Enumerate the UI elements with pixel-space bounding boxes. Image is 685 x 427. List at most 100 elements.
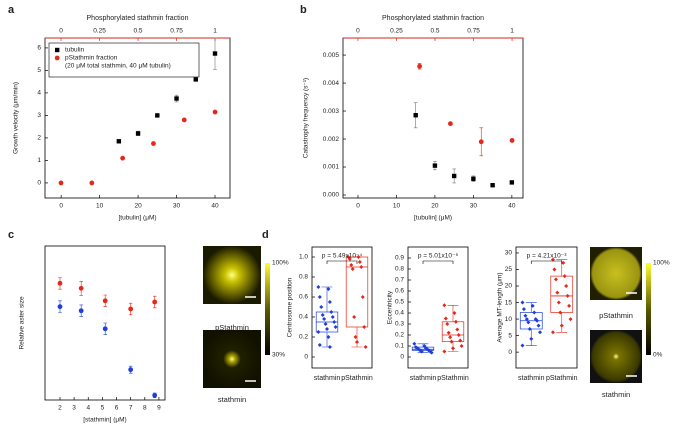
point: [116, 139, 122, 144]
y-tick-label: 0.6: [299, 294, 308, 301]
y-tick-label: 0.4: [395, 310, 404, 317]
box: [345, 256, 369, 328]
point: [538, 330, 543, 335]
x2-tick-label: 0.25: [93, 28, 106, 35]
point: [326, 287, 331, 291]
x-tick-label: 9: [157, 405, 161, 412]
y-tick-label: 0.002: [323, 136, 340, 143]
y-tick-label: 0.4: [299, 314, 308, 321]
point: [451, 346, 455, 351]
y-tick-label: 0.001: [323, 164, 340, 171]
y-tick-label: 0.5: [395, 299, 404, 306]
point: [362, 325, 367, 329]
y-axis-label: Average MT-length (μm): [497, 272, 504, 342]
point: [320, 313, 325, 317]
point: [152, 299, 158, 305]
point: [327, 300, 332, 304]
point: [456, 333, 461, 337]
image-label: stathmin: [218, 395, 246, 404]
point: [412, 341, 417, 346]
point: [102, 298, 108, 304]
category-label: stathmin: [314, 375, 341, 382]
whisker: [525, 302, 537, 313]
x-tick-label: 4: [86, 405, 90, 412]
colorbar: [265, 263, 270, 355]
point: [357, 260, 362, 264]
plot-frame: [515, 246, 578, 369]
x-tick-label: 5: [101, 405, 105, 412]
point: [552, 267, 557, 272]
point: [193, 77, 198, 82]
significance-bracket: [422, 260, 454, 264]
point: [550, 257, 555, 262]
y-tick-label: 0.3: [395, 321, 404, 328]
plot-frame: [407, 246, 469, 369]
point: [471, 176, 476, 181]
point: [78, 308, 84, 314]
point: [559, 323, 564, 328]
x-tick-label: 40: [211, 203, 219, 210]
image-label: stathmin: [602, 390, 630, 399]
point: [459, 344, 464, 348]
point: [527, 326, 532, 331]
point: [58, 180, 64, 186]
point: [363, 345, 368, 349]
x-axis-label: [tubulin] (μM): [414, 215, 452, 222]
point: [333, 325, 338, 329]
point: [523, 313, 528, 318]
box: [441, 321, 465, 342]
point: [317, 343, 322, 347]
whisker: [321, 332, 333, 348]
y-tick-label: 0.000: [323, 192, 340, 199]
point: [449, 339, 454, 344]
point: [152, 392, 158, 398]
y-tick-label: 5: [508, 332, 512, 339]
y-tick-label: 0.7: [395, 277, 404, 284]
p-value: p = 5.01x10⁻⁶: [418, 253, 459, 260]
legend-marker: [55, 47, 60, 53]
point: [417, 63, 422, 69]
box: [411, 346, 435, 351]
point: [155, 113, 160, 118]
plot-frame: [311, 246, 373, 369]
point: [568, 317, 573, 322]
point: [556, 300, 561, 305]
y-tick-label: 0.2: [299, 334, 308, 341]
point: [326, 335, 331, 339]
y-tick-label: 4: [37, 90, 41, 97]
point: [442, 303, 447, 308]
point: [355, 340, 359, 344]
point: [356, 255, 361, 259]
legend-note: (20 μM total stathmin, 40 μM tubulin): [65, 63, 171, 70]
y-tick-label: 0: [37, 180, 41, 187]
point: [550, 330, 555, 335]
point: [322, 317, 327, 321]
y-tick-label: 25: [505, 266, 513, 273]
point: [526, 320, 531, 325]
colorbar: [646, 263, 651, 355]
y-axis-label: Growth velocity (μm/min): [13, 82, 20, 154]
point: [353, 335, 358, 339]
point: [350, 267, 355, 271]
point: [530, 303, 535, 308]
point: [151, 141, 156, 146]
x-tick-label: 0: [356, 203, 360, 210]
point: [135, 131, 141, 136]
point: [316, 285, 321, 289]
point: [562, 274, 567, 279]
point: [451, 173, 457, 179]
y-tick-label: 1: [37, 157, 41, 164]
x2-axis-label: Phosphorylated stathmin fraction: [87, 15, 189, 22]
point: [524, 317, 529, 322]
category-label: stathmin: [518, 375, 545, 382]
point: [448, 121, 453, 127]
category-label: stathmin: [410, 375, 437, 382]
x2-tick-label: 0.75: [170, 28, 183, 35]
micrograph-signal: [203, 330, 261, 388]
point: [319, 305, 324, 309]
point: [316, 330, 321, 334]
point: [532, 310, 537, 315]
point: [558, 310, 563, 315]
x2-tick-label: 0.25: [390, 28, 403, 35]
